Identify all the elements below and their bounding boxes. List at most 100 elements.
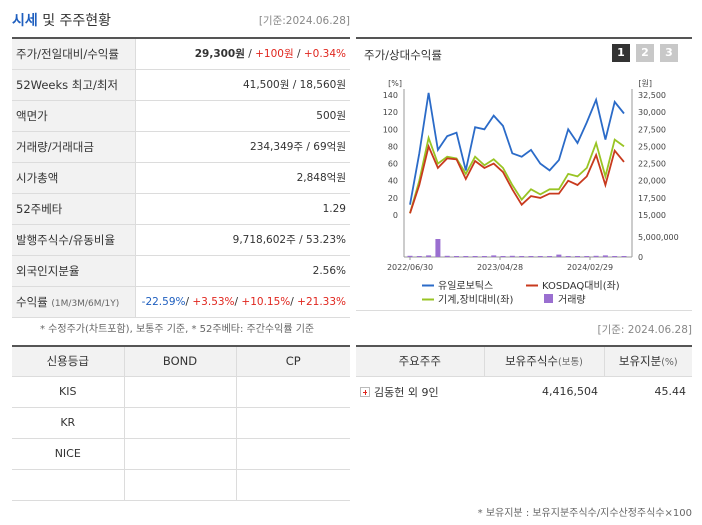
right-tick-label: 27,500 (638, 125, 666, 134)
table-header-row: 주요주주 보유주식수(보통) 보유지분(%) (356, 346, 692, 377)
chart-svg: [%] [원] 140 120 100 80 60 40 20 0 32,500 30,000 27,5… (383, 79, 679, 306)
table-row: 액면가 500원 (12, 100, 350, 131)
row-value: 500원 (316, 110, 346, 122)
table-row: 김동헌 외 9인 4,416,504 45.44 (356, 376, 692, 407)
expand-plus-icon[interactable] (360, 386, 370, 397)
cp-cell (236, 376, 350, 408)
chart-panel: 주가/상대수익률 1 2 3 [%] [원] 140 120 100 80 60 40 20 0 3… (356, 37, 692, 311)
chart-tab-2[interactable]: 2 (636, 44, 654, 62)
volume-tick-label: 5,000,000 (638, 233, 679, 242)
row-value: 234,349주 / 69억원 (250, 141, 346, 153)
row-label: 52Weeks 최고/최저 (12, 69, 136, 100)
legend-label: KOSDAQ대비(좌) (542, 280, 620, 292)
volume-bar (463, 256, 469, 257)
volume-bar (481, 256, 487, 257)
volume-bar (444, 255, 450, 257)
volume-bar (593, 255, 599, 257)
volume-bar (574, 256, 580, 257)
table-row: 시가총액 2,848억원 (12, 162, 350, 193)
volume-bar (491, 255, 497, 257)
volume-bar (528, 256, 534, 257)
row-value: 2.56% (312, 264, 346, 277)
col-header: CP (236, 346, 350, 377)
row-value: 2,848억원 (296, 172, 346, 184)
right-tick-label: 30,000 (638, 108, 666, 117)
right-tick-label: 17,500 (638, 194, 666, 203)
volume-bar (565, 256, 571, 257)
agency-cell: KIS (12, 376, 125, 408)
cp-cell (236, 469, 350, 501)
holders-base-date: [기준: 2024.06.28] (597, 324, 692, 336)
info-footnote: * 수정주가(차트포함), 보통주 기준, * 52주베타: 주간수익률 기준 (40, 324, 315, 335)
left-tick-label: 60 (388, 160, 398, 169)
right-tick-label: 32,500 (638, 91, 666, 100)
table-row: 거래량/거래대금 234,349주 / 69억원 (12, 131, 350, 162)
row-label: 시가총액 (12, 162, 136, 193)
base-date: [기준:2024.06.28] (258, 15, 350, 27)
series-line-machinery (409, 134, 625, 214)
bond-cell (124, 438, 237, 470)
volume-bar (556, 254, 562, 257)
legend-label: 기계,장비대비(좌) (438, 294, 513, 306)
left-axis-unit: [%] (388, 79, 402, 88)
volume-bar (426, 255, 432, 257)
volume-bar (547, 256, 553, 257)
right-tick-label: 25,000 (638, 142, 666, 151)
credit-rating-table: 신용등급 BOND CP KIS KR NICE (12, 345, 350, 501)
volume-tick-label: 0 (638, 253, 643, 262)
volume-bar (416, 256, 422, 257)
bond-cell (124, 407, 237, 439)
volume-bar (407, 255, 413, 257)
volume-bar (519, 256, 525, 257)
agency-cell: KR (12, 407, 125, 439)
volume-bar (584, 256, 590, 257)
major-holders-table: 주요주주 보유주식수(보통) 보유지분(%) 김동헌 외 9인 4,416,50… (356, 345, 692, 525)
holder-name-cell[interactable]: 김동헌 외 9인 (356, 376, 484, 407)
table-row: 주가/전일대비/수익률 29,300원 / +100원 / +0.34% (12, 38, 350, 69)
legend-label: 유일로보틱스 (438, 280, 493, 292)
agency-cell: NICE (12, 438, 125, 470)
right-axis-unit: [원] (638, 79, 652, 88)
row-label: 거래량/거래대금 (12, 131, 136, 162)
volume-bar (472, 256, 478, 257)
right-tick-label: 20,000 (638, 177, 666, 186)
section-title: 시세 및 주주현황 (12, 13, 112, 29)
legend-label: 거래량 (558, 294, 586, 306)
x-tick-label: 2022/06/30 (387, 263, 433, 272)
row-label: 발행주식수/유동비율 (12, 224, 136, 255)
returns-value: -22.59%/ +3.53%/ +10.15%/ +21.33% (141, 295, 346, 308)
volume-bar (454, 256, 460, 257)
left-tick-label: 0 (393, 211, 398, 220)
table-filler-row (356, 407, 692, 525)
row-value: 9,718,602주 / 53.23% (232, 234, 346, 246)
section-header: 시세 및 주주현황 [기준:2024.06.28] (12, 10, 350, 32)
right-tick-label: 15,000 (638, 211, 666, 220)
agency-cell (12, 469, 125, 501)
col-header: BOND (124, 346, 237, 377)
col-header: 보유주식수(보통) (484, 346, 605, 377)
volume-bar (621, 256, 627, 257)
volume-bar (435, 239, 441, 257)
row-label: 수익률 (1M/3M/6M/1Y) (12, 286, 136, 317)
table-row: NICE (12, 438, 350, 470)
x-tick-label: 2023/04/28 (477, 263, 523, 272)
cp-cell (236, 407, 350, 439)
left-tick-label: 20 (388, 194, 398, 203)
series-line-kosdaq (409, 143, 625, 214)
table-header-row: 신용등급 BOND CP (12, 346, 350, 377)
chart-tab-3[interactable]: 3 (660, 44, 678, 62)
row-value: 1.29 (322, 202, 346, 215)
table-row: KIS (12, 376, 350, 408)
col-header: 주요주주 (356, 346, 485, 377)
holder-ratio-cell: 45.44 (654, 385, 687, 399)
table-row: KR (12, 407, 350, 439)
bond-cell (124, 376, 237, 408)
col-header: 신용등급 (12, 346, 125, 377)
volume-bar (509, 255, 515, 257)
legend-swatch (544, 294, 553, 303)
chart-tab-1[interactable]: 1 (612, 44, 630, 62)
table-row: 외국인지분율 2.56% (12, 255, 350, 286)
price-change-value: 29,300원 / +100원 / +0.34% (194, 48, 346, 61)
right-tick-label: 22,500 (638, 160, 666, 169)
col-header: 보유지분(%) (604, 346, 692, 377)
